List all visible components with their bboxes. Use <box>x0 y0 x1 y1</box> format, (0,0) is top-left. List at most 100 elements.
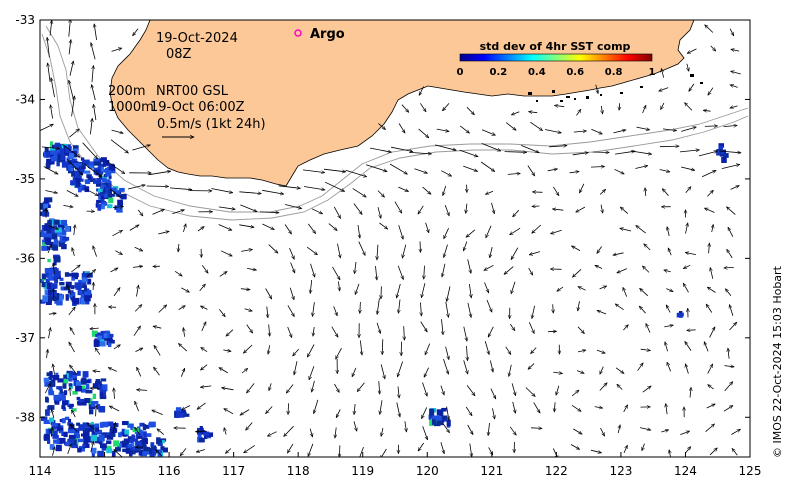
x-tick-label: 121 <box>480 464 503 478</box>
current-vector <box>708 87 714 96</box>
sst-pixel <box>89 178 96 183</box>
current-vector <box>645 188 646 196</box>
sst-pixel <box>67 428 75 434</box>
y-tick-label: -35 <box>15 172 35 186</box>
current-vector <box>599 189 605 195</box>
current-vector <box>354 403 355 415</box>
sst-pixel <box>63 286 71 291</box>
colorbar: std dev of 4hr SST comp 0 0.2 0.4 0.6 0.8 1 <box>457 40 656 78</box>
current-vector <box>71 96 75 117</box>
current-vector <box>310 263 315 277</box>
current-vector <box>685 341 692 351</box>
sst-pixel <box>138 450 143 456</box>
current-vector <box>70 424 78 432</box>
current-vector <box>679 150 699 153</box>
current-vector <box>183 224 186 233</box>
current-vector <box>444 244 448 258</box>
current-vector <box>311 208 323 215</box>
current-vector <box>681 166 695 170</box>
sst-pixel <box>50 228 55 235</box>
current-vector <box>685 253 696 255</box>
sst-pixel <box>99 338 105 343</box>
current-vector <box>180 448 187 455</box>
current-vector <box>152 410 163 415</box>
current-vector <box>380 448 387 457</box>
sst-pixel <box>44 147 49 153</box>
sst-pixel <box>97 383 103 390</box>
current-vector <box>730 106 738 108</box>
current-vector <box>484 264 494 271</box>
current-vector <box>133 326 141 336</box>
current-vector <box>265 288 272 300</box>
sst-pixel <box>77 401 81 405</box>
sst-pixel <box>40 229 44 234</box>
current-vector <box>379 222 388 229</box>
sst-pixel <box>76 422 81 426</box>
current-vector <box>709 243 710 254</box>
sst-pixel <box>95 427 100 432</box>
sst-pixel <box>42 295 49 302</box>
current-vector <box>556 385 560 395</box>
sst-pixel <box>87 174 92 180</box>
current-vector <box>620 207 629 214</box>
sst-pixel <box>72 390 78 395</box>
sst-pixel <box>54 143 59 149</box>
current-vector <box>532 224 542 233</box>
current-vector <box>525 387 535 397</box>
current-vector <box>47 37 50 58</box>
current-vector <box>358 241 366 256</box>
map-plot-area[interactable] <box>40 19 750 461</box>
current-vector <box>398 186 408 192</box>
current-vector <box>219 309 225 316</box>
sst-pixel <box>428 414 435 420</box>
current-vector <box>467 424 474 435</box>
current-vector <box>447 286 451 301</box>
sst-pixel <box>179 412 185 418</box>
current-vector <box>304 186 325 190</box>
current-vector <box>357 382 365 392</box>
current-vector <box>110 188 120 197</box>
current-vector <box>531 347 537 354</box>
sst-pixel <box>90 421 94 426</box>
sst-pixel <box>44 433 50 440</box>
sst-pixel <box>150 442 155 448</box>
sst-pixel <box>121 442 128 447</box>
credit-text: © IMOS 22-Oct-2024 15:03 Hobart <box>771 265 784 458</box>
sst-pixel <box>122 448 127 453</box>
sst-pixel <box>441 407 447 412</box>
current-vector <box>307 223 315 234</box>
sst-pixel <box>54 231 60 236</box>
current-vector <box>158 231 169 235</box>
sst-pixel <box>68 434 76 439</box>
current-vector <box>578 286 586 291</box>
current-vector <box>266 406 273 414</box>
current-vector <box>505 122 516 131</box>
sst-pixel <box>64 272 70 277</box>
current-vector <box>71 410 76 418</box>
current-vector <box>48 225 59 229</box>
current-vector <box>645 324 651 333</box>
sst-pixel <box>66 160 73 166</box>
current-vector <box>703 110 711 111</box>
sst-pixel <box>91 447 97 454</box>
sst-pixel <box>100 189 106 194</box>
sst-pixel <box>120 194 127 200</box>
sst-pixel <box>98 163 104 168</box>
sst-pixel <box>97 335 103 340</box>
current-vector <box>135 427 141 436</box>
sst-pixel <box>95 379 101 385</box>
current-vector <box>114 449 123 457</box>
current-vector <box>405 421 407 432</box>
current-vector <box>557 286 564 291</box>
current-vector <box>381 286 382 299</box>
current-vector <box>313 327 314 336</box>
sst-pixel <box>142 424 147 431</box>
sst-pixel <box>81 433 85 437</box>
current-vector <box>704 342 709 352</box>
current-vector <box>181 287 189 293</box>
current-vector <box>639 306 646 314</box>
current-vector <box>262 223 274 230</box>
sst-pixel <box>52 293 60 300</box>
current-vector <box>418 205 424 214</box>
current-vector <box>90 328 99 329</box>
